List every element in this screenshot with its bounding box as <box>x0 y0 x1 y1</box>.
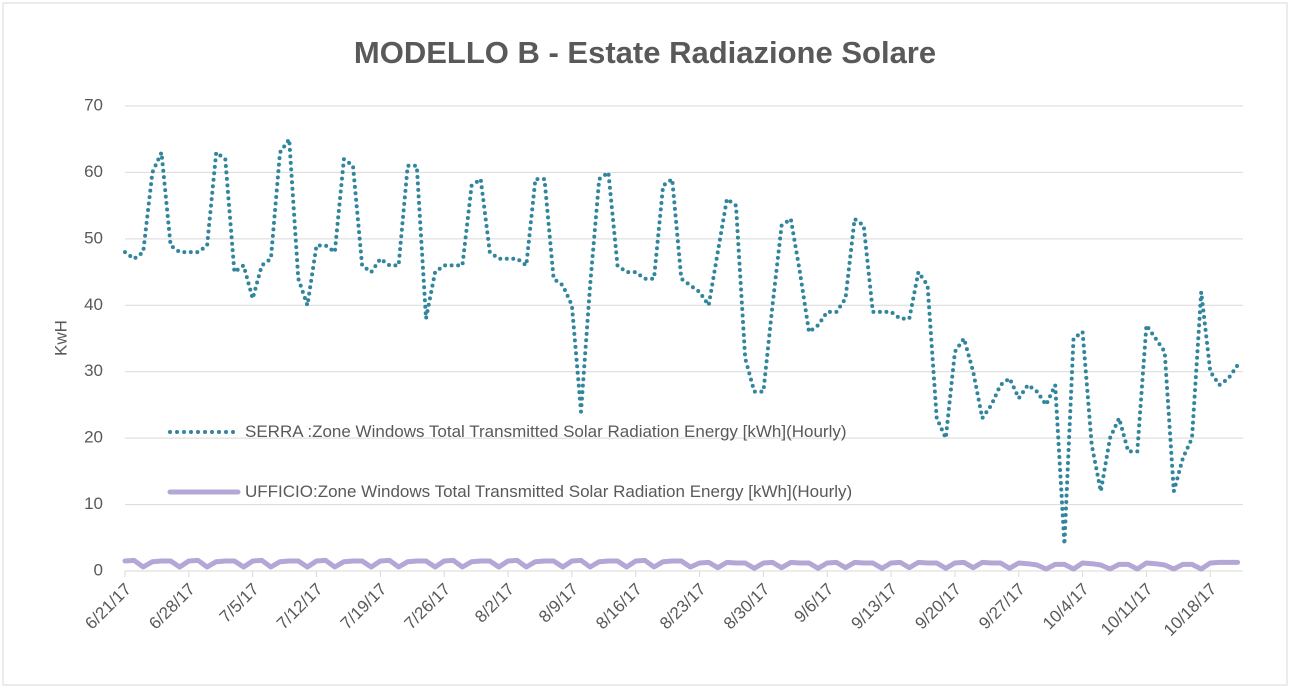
y-tick-label: 70 <box>84 95 103 114</box>
y-tick-label: 40 <box>84 295 103 314</box>
y-tick-label: 50 <box>84 228 103 247</box>
y-axis-label: KwH <box>51 320 70 356</box>
y-tick-label: 0 <box>94 560 103 579</box>
chart-title: MODELLO B - Estate Radiazione Solare <box>354 35 936 70</box>
y-tick-label: 10 <box>84 494 103 513</box>
series-line <box>122 557 1241 572</box>
y-tick-label: 30 <box>84 361 103 380</box>
series-line <box>123 137 1240 547</box>
legend-label: SERRA :Zone Windows Total Transmitted So… <box>245 422 847 441</box>
y-tick-label: 20 <box>84 428 103 447</box>
y-tick-label: 60 <box>84 162 103 181</box>
legend-label: UFFICIO:Zone Windows Total Transmitted S… <box>245 482 853 501</box>
